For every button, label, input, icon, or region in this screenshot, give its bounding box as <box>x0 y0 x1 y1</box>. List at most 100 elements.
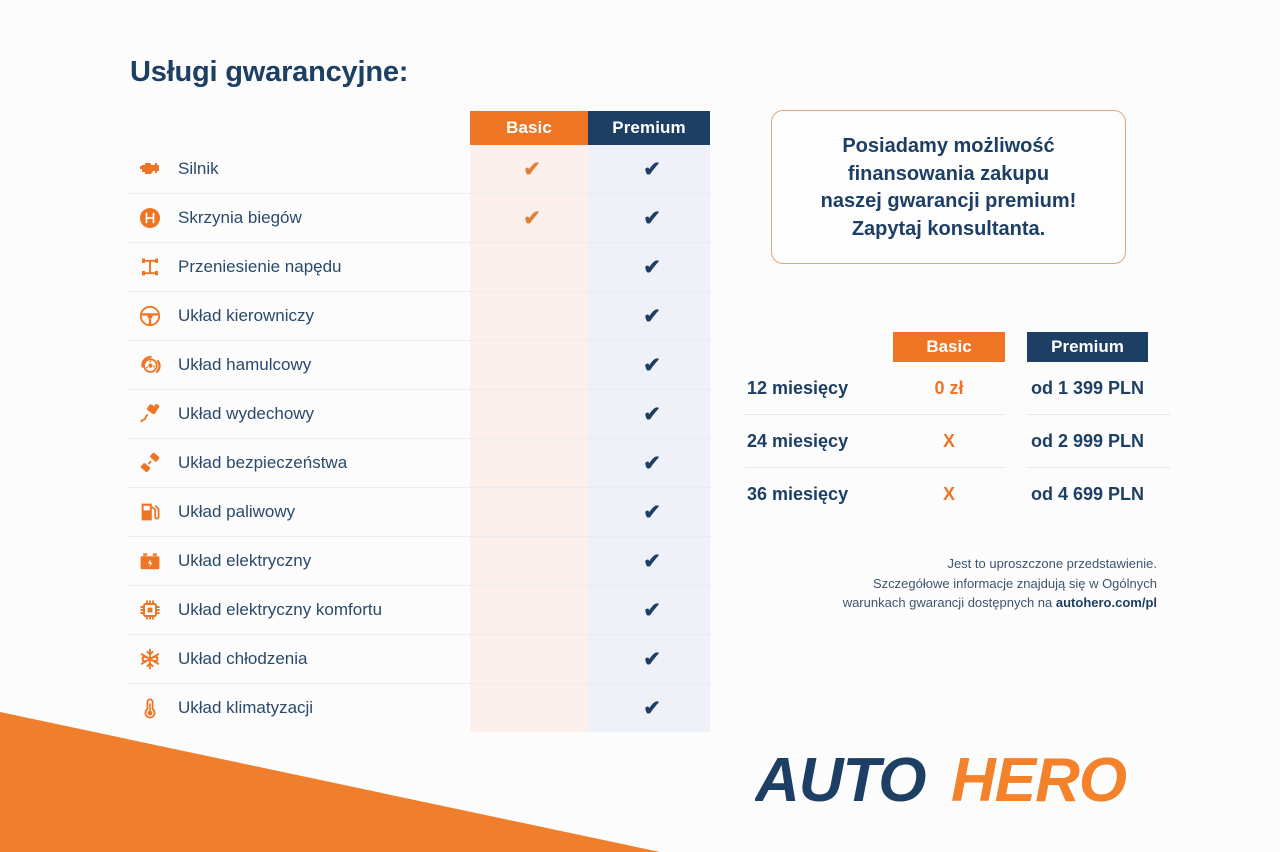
column-header-premium: Premium <box>588 111 710 145</box>
services-table-header: Basic Premium <box>128 111 713 145</box>
service-label: Układ wydechowy <box>178 404 315 423</box>
premium-column-band <box>588 111 710 732</box>
premium-cell: ✔ <box>591 355 713 376</box>
table-row: Układ klimatyzacji ✔ ✔ <box>128 684 713 732</box>
check-icon: ✔ <box>643 304 661 328</box>
premium-cell: ✔ <box>591 306 713 327</box>
pricing-header-premium: Premium <box>1027 332 1148 363</box>
service-label: Układ chłodzenia <box>178 649 308 668</box>
check-icon: ✔ <box>643 255 661 279</box>
premium-cell: ✔ <box>591 208 713 229</box>
table-row: Układ chłodzenia ✔ ✔ <box>128 635 713 684</box>
basic-cell: ✔ <box>473 453 591 474</box>
fuel-pump-icon <box>128 500 172 524</box>
service-label: Przeniesienie napędu <box>178 257 342 276</box>
financing-promo-box: Posiadamy możliwość finansowania zakupu … <box>771 110 1126 265</box>
check-icon: ✔ <box>643 598 661 622</box>
gearbox-icon <box>128 206 172 230</box>
table-row: Przeniesienie napędu ✔ ✔ <box>128 243 713 292</box>
pricing-header-basic: Basic <box>893 332 1005 363</box>
basic-cell: ✔ <box>473 502 591 523</box>
check-icon: ✔ <box>643 696 661 720</box>
pricing-premium-value: od 1 399 PLN <box>1030 377 1145 398</box>
basic-column-band <box>470 111 588 732</box>
pricing-term: 12 miesięcy <box>747 377 849 398</box>
seatbelt-icon <box>128 451 172 475</box>
pricing-table-header: Basic Premium <box>745 332 1180 363</box>
pricing-term: 24 miesięcy <box>747 430 849 451</box>
svg-text:HERO: HERO <box>951 746 1127 815</box>
pricing-basic-value: 0 zł <box>934 377 964 398</box>
basic-cell: ✔ <box>473 551 591 572</box>
pricing-premium-value: od 2 999 PLN <box>1030 430 1145 451</box>
pricing-basic-value: X <box>942 430 955 451</box>
basic-cell: ✔ <box>473 355 591 376</box>
service-label: Układ klimatyzacji <box>178 698 314 717</box>
table-row: Układ wydechowy ✔ ✔ <box>128 390 713 439</box>
premium-cell: ✔ <box>591 649 713 670</box>
services-table: Basic Premium Silnik ✔ ✔ Skrzynia biegów ✔ ✔ P… <box>128 111 713 732</box>
check-icon: ✔ <box>643 500 661 524</box>
service-label: Układ bezpieczeństwa <box>178 453 348 472</box>
svg-text:AUTO: AUTO <box>755 746 926 815</box>
table-row: Układ hamulcowy ✔ ✔ <box>128 341 713 390</box>
check-icon: ✔ <box>643 647 661 671</box>
table-row: Skrzynia biegów ✔ ✔ <box>128 194 713 243</box>
service-label: Układ hamulcowy <box>178 355 312 374</box>
check-icon: ✔ <box>643 206 661 230</box>
check-icon: ✔ <box>643 451 661 475</box>
pricing-term: 36 miesięcy <box>747 483 849 504</box>
check-icon: ✔ <box>523 157 541 181</box>
services-row-list: Silnik ✔ ✔ Skrzynia biegów ✔ ✔ Przeniesienie n… <box>128 145 713 732</box>
battery-icon <box>128 549 172 573</box>
footnote-line-3: warunkach gwarancji dostępnych na autohe… <box>745 593 1157 613</box>
check-icon: ✔ <box>643 402 661 426</box>
check-icon: ✔ <box>643 549 661 573</box>
promo-line-4: Zapytaj konsultanta. <box>851 217 1046 240</box>
premium-cell: ✔ <box>591 257 713 278</box>
footnote-line-1: Jest to uproszczone przedstawienie. <box>947 556 1157 572</box>
service-label: Układ elektryczny <box>178 551 312 570</box>
check-icon: ✔ <box>643 353 661 377</box>
autohero-logo: AUTO HERO <box>755 745 1165 817</box>
table-row: Układ elektryczny komfortu ✔ ✔ <box>128 586 713 635</box>
pricing-row: 12 miesięcy 0 zł od 1 399 PLN <box>745 362 1180 414</box>
brake-disc-icon <box>128 353 172 377</box>
table-row: Układ paliwowy ✔ ✔ <box>128 488 713 537</box>
column-header-basic: Basic <box>470 111 588 145</box>
table-row: Silnik ✔ ✔ <box>128 145 713 194</box>
premium-cell: ✔ <box>591 600 713 621</box>
footnote-line-3-text: warunkach gwarancji dostępnych na <box>842 595 1056 611</box>
pricing-table: Basic Premium 12 miesięcy 0 zł od 1 399 PL… <box>745 332 1180 520</box>
premium-cell: ✔ <box>591 159 713 180</box>
table-row: Układ bezpieczeństwa ✔ ✔ <box>128 439 713 488</box>
promo-line-2: finansowania zakupu <box>847 162 1050 185</box>
service-label: Silnik <box>178 159 219 178</box>
basic-cell: ✔ <box>473 649 591 670</box>
pricing-basic-value: X <box>942 483 955 504</box>
drivetrain-icon <box>128 255 172 279</box>
right-panel: Posiadamy możliwość finansowania zakupu … <box>745 110 1180 613</box>
engine-icon <box>128 157 172 181</box>
basic-cell: ✔ <box>473 698 591 719</box>
pricing-separator <box>745 414 1180 416</box>
steering-wheel-icon <box>128 304 172 328</box>
service-label: Układ kierowniczy <box>178 306 315 325</box>
header-spacer <box>128 111 470 145</box>
services-panel: Usługi gwarancyjne: Basic Premium Silnik… <box>128 56 713 732</box>
table-row: Układ kierowniczy ✔ ✔ <box>128 292 713 341</box>
premium-cell: ✔ <box>591 551 713 572</box>
premium-cell: ✔ <box>591 698 713 719</box>
promo-line-3: naszej gwarancji premium! <box>820 190 1077 213</box>
basic-cell: ✔ <box>473 600 591 621</box>
autohero-link[interactable]: autohero.com/pl <box>1055 595 1157 611</box>
basic-cell: ✔ <box>473 306 591 327</box>
service-label: Układ paliwowy <box>178 502 296 521</box>
premium-cell: ✔ <box>591 502 713 523</box>
basic-cell: ✔ <box>473 208 591 229</box>
promo-line-1: Posiadamy możliwość <box>842 135 1055 157</box>
footnote-line-2: Szczegółowe informacje znajdują się w Og… <box>873 575 1157 591</box>
